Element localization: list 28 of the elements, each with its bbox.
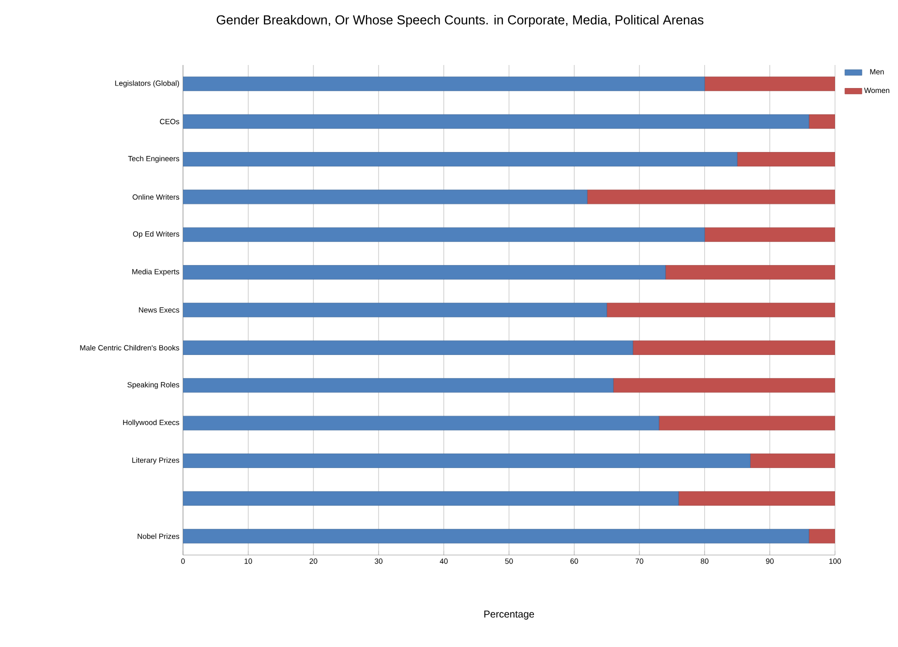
bar [704,76,836,92]
bar [183,302,608,318]
bar [183,340,634,355]
bar [632,340,836,355]
bar [183,227,705,242]
x-axis-title: Percentage [484,610,534,620]
bar [704,227,836,242]
bar [678,491,836,506]
bar [183,528,810,544]
bar [808,528,836,544]
bar [183,190,588,204]
bar [183,491,679,506]
bar [606,302,836,318]
bar [808,114,836,129]
bar [665,265,836,280]
bar [737,152,836,166]
bar [750,454,836,468]
bar [183,265,666,280]
bar [183,76,705,92]
bar [183,378,614,393]
bar [183,114,810,129]
bar [658,416,836,430]
chart-title: Gender Breakdown, Or Whose Speech Counts. in Corporate, Media, Political Arenas [216,14,704,28]
bar [613,378,836,393]
bar [183,152,738,166]
bar [183,454,750,468]
bar [183,416,660,430]
bar [587,190,836,204]
